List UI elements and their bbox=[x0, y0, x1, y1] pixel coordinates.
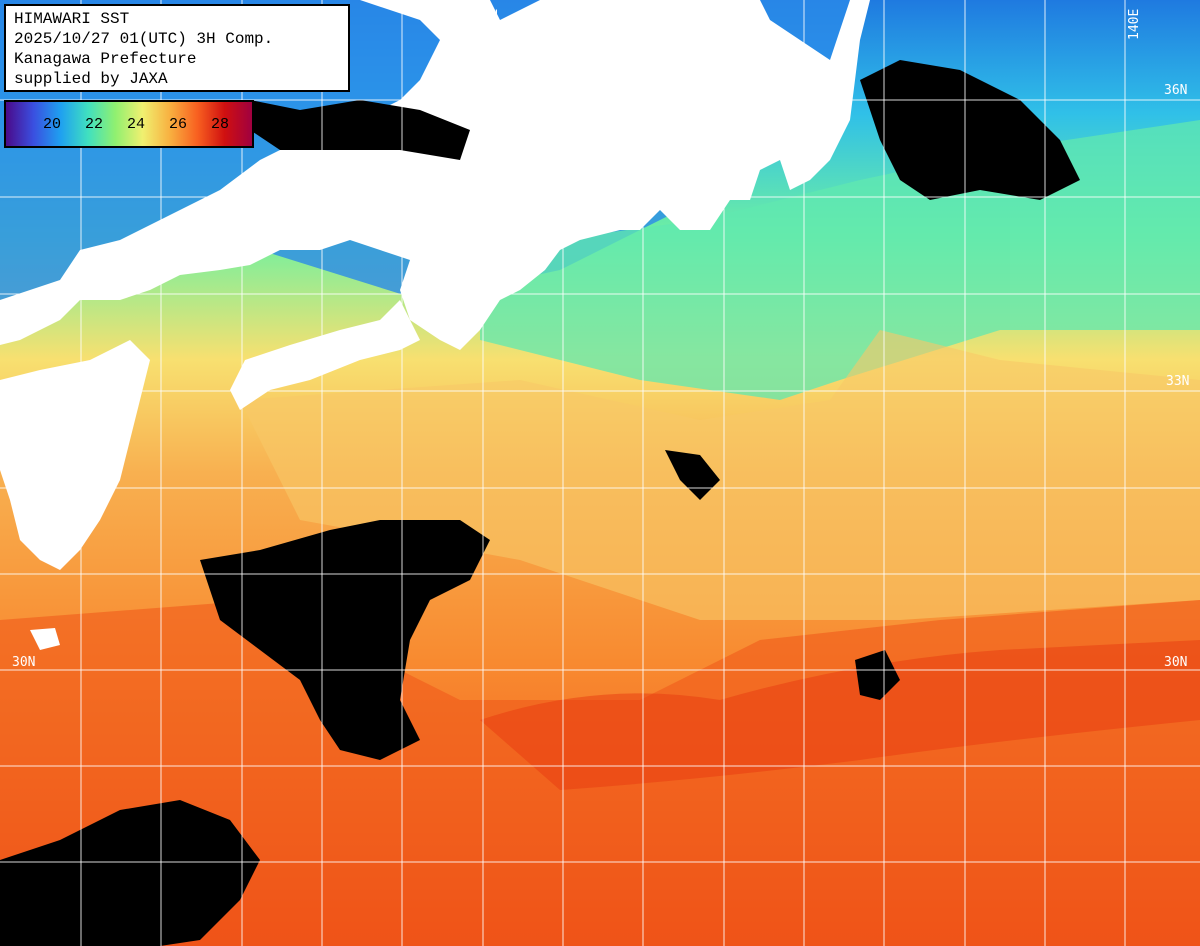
legend-label-22: 22 bbox=[84, 116, 104, 133]
lat-label-30n-left: 30N bbox=[12, 655, 35, 670]
cloud-mask-east-island bbox=[855, 650, 900, 700]
lon-label-140e: 140E bbox=[1127, 9, 1142, 40]
title-line-4: supplied by JAXA bbox=[14, 70, 168, 88]
legend-label-20: 20 bbox=[42, 116, 62, 133]
cloud-mask-southwest bbox=[0, 800, 260, 946]
legend-labels: 20 22 24 26 28 bbox=[6, 116, 252, 136]
cloud-mask-center bbox=[200, 520, 490, 760]
legend-label-24: 24 bbox=[126, 116, 146, 133]
kuroshio-core bbox=[480, 640, 1200, 790]
legend-color-bar bbox=[6, 102, 252, 146]
lat-label-30n-right: 30N bbox=[1164, 655, 1187, 670]
land-kyushu bbox=[0, 340, 150, 570]
lat-label-36n: 36N bbox=[1164, 83, 1187, 98]
legend-label-28: 28 bbox=[210, 116, 230, 133]
land-izu-island bbox=[30, 628, 60, 650]
lon-label-136e: 136E bbox=[486, 9, 501, 40]
title-line-2: 2025/10/27 01(UTC) 3H Comp. bbox=[14, 30, 274, 48]
land-honshu bbox=[0, 0, 870, 350]
title-line-3: Kanagawa Prefecture bbox=[14, 50, 197, 68]
legend-label-26: 26 bbox=[168, 116, 188, 133]
color-legend: 20 22 24 26 28 bbox=[4, 100, 254, 148]
land-shikoku bbox=[230, 300, 420, 410]
title-line-1: HIMAWARI SST bbox=[14, 10, 130, 28]
lat-label-33n: 33N bbox=[1166, 374, 1189, 389]
cloud-mask-north-strip bbox=[250, 100, 470, 160]
title-box: HIMAWARI SST 2025/10/27 01(UTC) 3H Comp.… bbox=[4, 4, 350, 92]
cloud-mask-northeast bbox=[860, 60, 1080, 200]
